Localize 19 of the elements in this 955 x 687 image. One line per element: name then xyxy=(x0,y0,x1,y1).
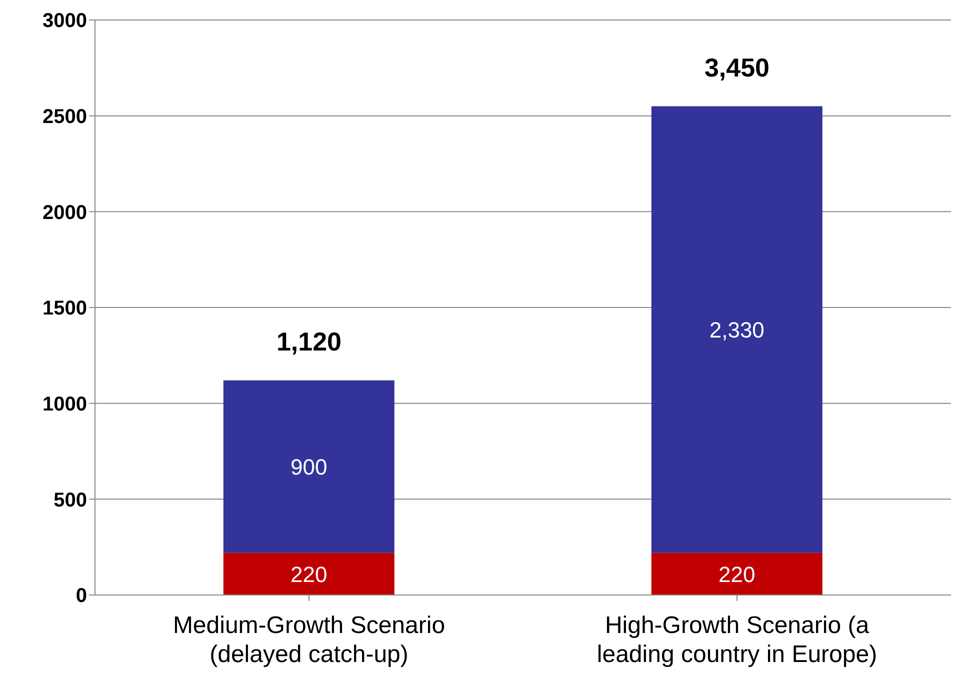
y-tick-label: 1500 xyxy=(42,298,87,320)
bar xyxy=(651,552,822,595)
y-tick-label: 0 xyxy=(76,585,87,608)
bar xyxy=(651,106,822,553)
data-label: 220 xyxy=(718,562,756,587)
data-label: 2,330 xyxy=(709,318,764,343)
y-tick-label: 2000 xyxy=(42,202,87,224)
x-tick-label: High-Growth Scenario (a leading country in Europe) xyxy=(596,612,878,668)
y-tick-label: 3000 xyxy=(42,10,87,32)
annotation: 3,450 xyxy=(704,52,770,82)
bar xyxy=(223,380,394,553)
y-tick-label: 2500 xyxy=(42,106,87,128)
data-label: 900 xyxy=(290,454,328,480)
y-tick-label: 1000 xyxy=(42,393,87,416)
annotation: 1,120 xyxy=(276,326,342,356)
data-label: 220 xyxy=(290,562,328,587)
x-tick-label: Medium-Growth Scenario (delayed catch-up) xyxy=(172,612,446,668)
bar xyxy=(223,552,394,595)
y-tick-label: 500 xyxy=(54,489,87,512)
